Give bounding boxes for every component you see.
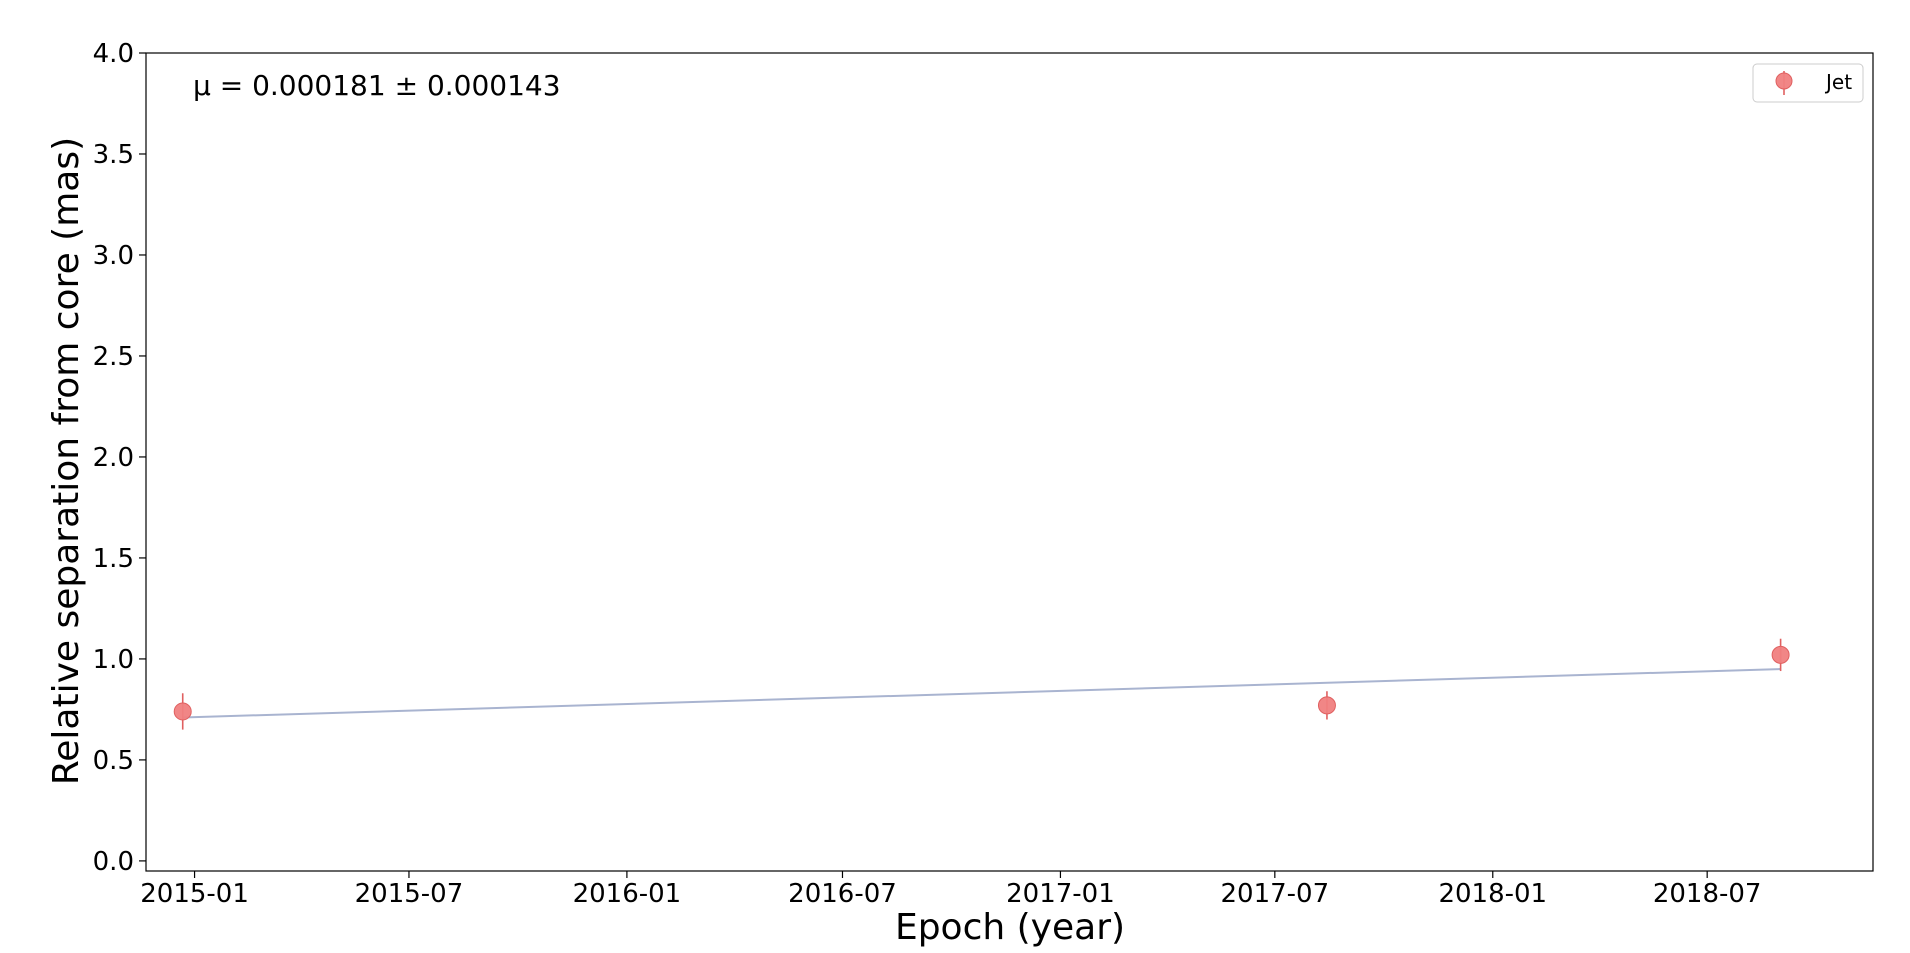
legend-label-jet: Jet <box>1824 70 1852 94</box>
data-point <box>173 702 192 721</box>
y-tick-label: 4.0 <box>93 39 134 69</box>
legend-marker <box>1775 72 1793 90</box>
data-point <box>1317 696 1336 715</box>
y-tick-label: 3.5 <box>93 140 134 170</box>
x-tick-label: 2015-07 <box>355 879 464 909</box>
y-axis-ticks: 0.0 0.5 1.0 1.5 2.0 2.5 3.0 3.5 4.0 <box>93 39 146 877</box>
x-axis-label: Epoch (year) <box>895 907 1125 948</box>
y-tick-label: 2.5 <box>93 342 134 372</box>
fit-line-layer <box>182 668 1781 719</box>
x-axis-ticks: 2015-01 2015-07 2016-01 2016-07 2017-01 2017-… <box>140 871 1761 909</box>
x-tick-label: 2016-07 <box>788 879 897 909</box>
data-points-layer <box>173 638 1790 730</box>
x-tick-label: 2015-01 <box>140 879 249 909</box>
legend: Jet <box>1752 63 1864 103</box>
y-tick-label: 2.0 <box>93 443 134 473</box>
y-tick-label: 0.5 <box>93 746 134 776</box>
data-point <box>1771 645 1790 664</box>
x-tick-label: 2018-07 <box>1653 879 1762 909</box>
x-tick-label: 2018-01 <box>1438 879 1547 909</box>
y-axis-label: Relative separation from core (mas) <box>46 137 87 785</box>
y-tick-label: 3.0 <box>93 241 134 271</box>
fit-line <box>182 668 1781 719</box>
fit-annotation: μ = 0.000181 ± 0.000143 <box>193 69 561 102</box>
x-tick-label: 2017-01 <box>1006 879 1115 909</box>
x-tick-label: 2017-07 <box>1221 879 1330 909</box>
plot-frame <box>145 52 1874 872</box>
x-tick-label: 2016-01 <box>573 879 682 909</box>
y-tick-label: 1.0 <box>93 645 134 675</box>
y-tick-label: 0.0 <box>93 847 134 877</box>
y-tick-label: 1.5 <box>93 544 134 574</box>
